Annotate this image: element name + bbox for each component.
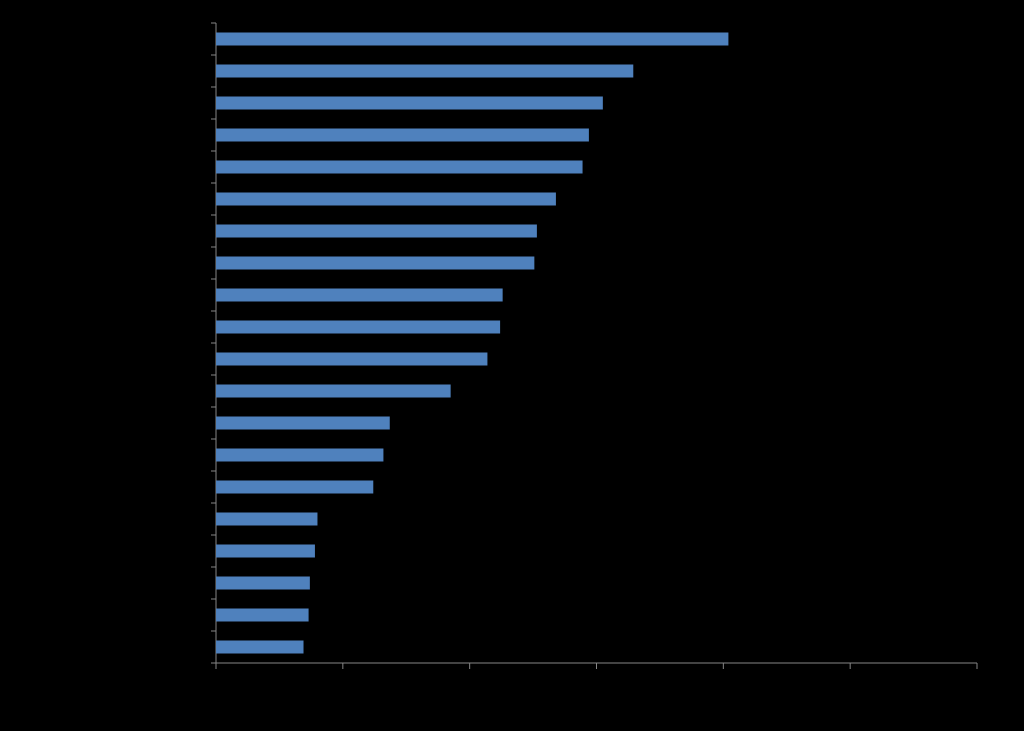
bar	[216, 576, 310, 590]
bar	[216, 384, 451, 398]
bar	[216, 448, 384, 462]
bar	[216, 320, 501, 334]
bar	[216, 128, 589, 142]
bar	[216, 480, 374, 494]
bar	[216, 192, 556, 206]
bar	[216, 288, 503, 302]
bar	[216, 224, 537, 238]
bar	[216, 352, 488, 366]
bar	[216, 640, 304, 654]
bar	[216, 160, 583, 174]
bar	[216, 96, 603, 110]
bar	[216, 512, 318, 526]
bar	[216, 416, 390, 430]
bar	[216, 256, 535, 270]
bar	[216, 544, 315, 558]
bar	[216, 32, 729, 46]
bar	[216, 608, 309, 622]
bar	[216, 64, 634, 78]
